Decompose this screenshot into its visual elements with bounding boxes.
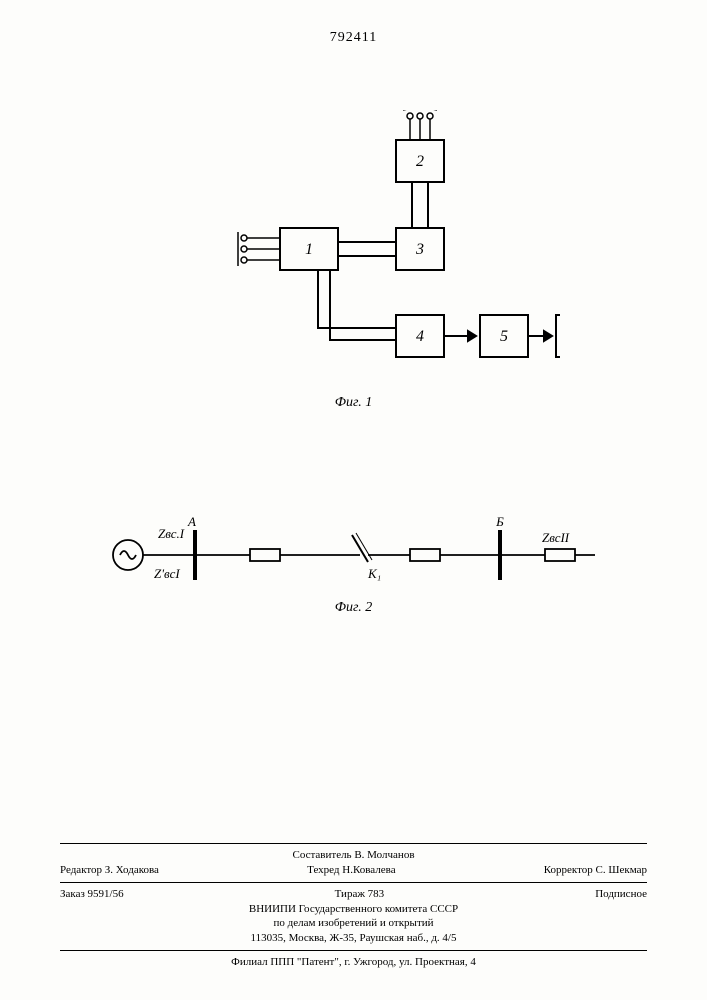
block-1-label: 1 (305, 241, 313, 258)
imprint-footer: Составитель В. Молчанов Редактор З. Хода… (60, 839, 647, 970)
editor: Редактор З. Ходакова (60, 863, 159, 878)
fig2-z1-top: Zвс.I (158, 526, 185, 541)
order-number: Заказ 9591/56 (60, 887, 124, 902)
fig2-z2: ZвсII (542, 530, 570, 545)
address-1: 113035, Москва, Ж-35, Раушская наб., д. … (60, 931, 647, 946)
tech-editor: Техред Н.Ковалева (307, 863, 395, 878)
page: 792411 (0, 0, 707, 1000)
block-2-label: 2 (416, 153, 424, 170)
figure-1-caption: Фиг. 1 (0, 395, 707, 411)
fig2-z1-bot: Z'вcI (154, 566, 180, 581)
address-2: Филиал ППП "Патент", г. Ужгород, ул. Про… (60, 955, 647, 970)
fig2-bus-b: Б (495, 514, 504, 529)
corrector: Корректор С. Шекмар (544, 863, 647, 878)
compiler-line: Составитель В. Молчанов (60, 848, 647, 863)
fig2-bus-a: А (187, 514, 196, 529)
fig2-k1: К₁ (367, 566, 381, 581)
org-line-1: ВНИИПИ Государственного комитета СССР (60, 902, 647, 917)
document-number: 792411 (0, 30, 707, 46)
subscription: Подписное (595, 887, 647, 902)
figure-2-caption: Фиг. 2 (0, 600, 707, 616)
print-run: Тираж 783 (335, 887, 385, 902)
figure-2: Zвс.I Z'вcI А Б К₁ ZвсII (100, 500, 600, 600)
org-line-2: по делам изобретений и открытий (60, 916, 647, 931)
block-3-label: 3 (415, 241, 424, 258)
figure-1: 1 2 3 4 5 6 (160, 110, 560, 390)
block-5-label: 5 (500, 328, 508, 345)
block-4-label: 4 (416, 328, 424, 345)
